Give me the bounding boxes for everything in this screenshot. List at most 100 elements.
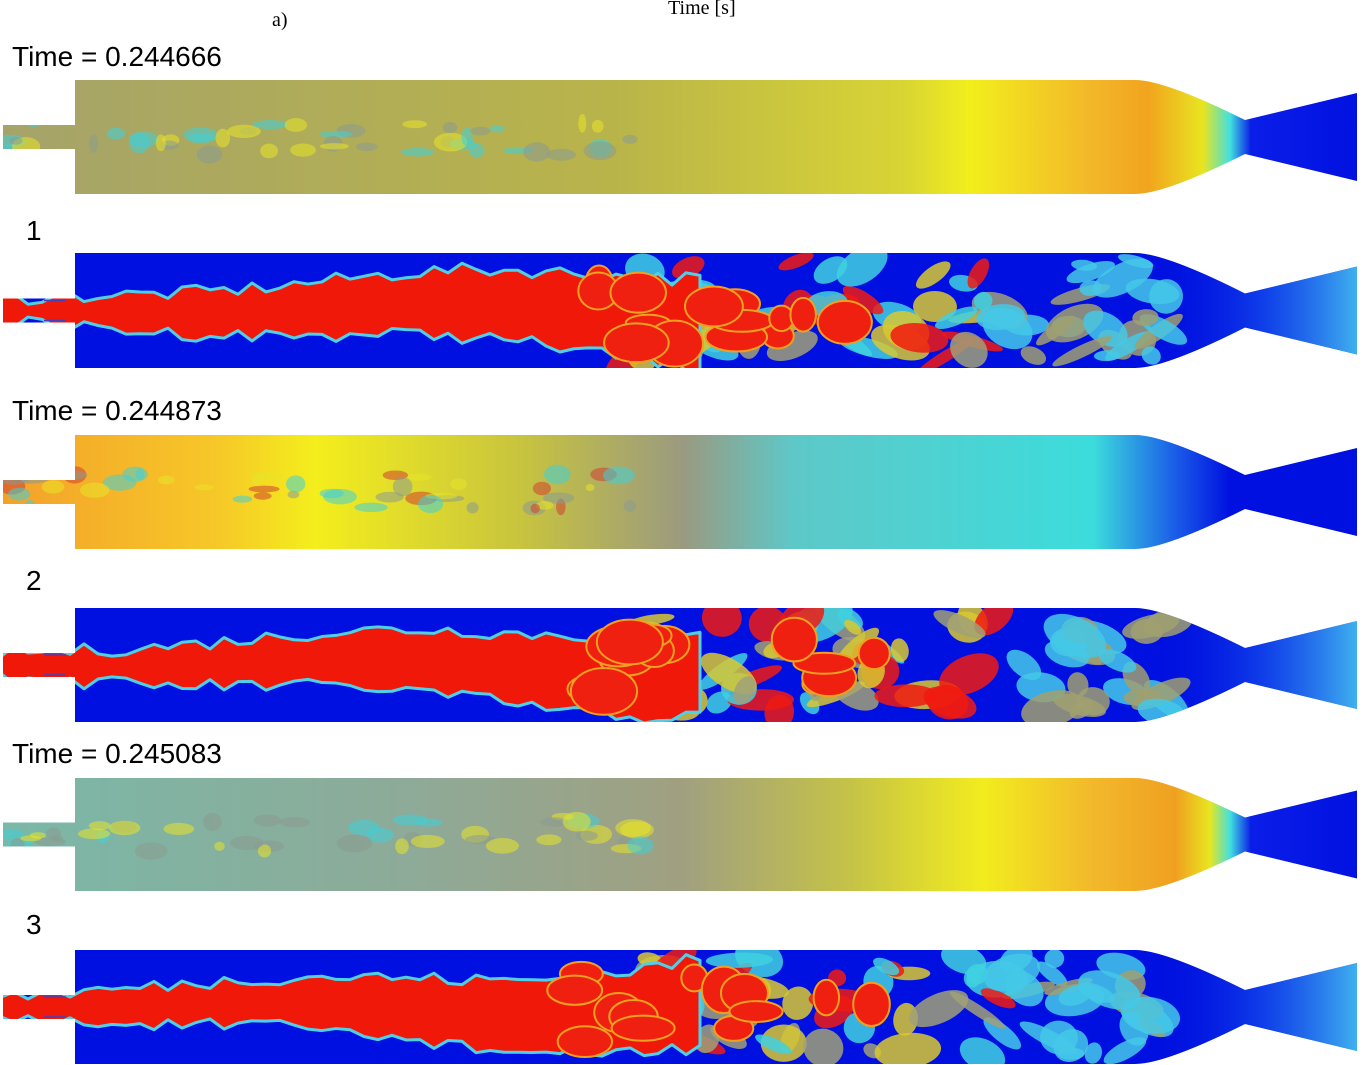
time-label: Time = 0.245083 xyxy=(12,738,222,769)
pressure-blob xyxy=(433,132,468,152)
hot-pocket xyxy=(556,1025,614,1058)
snapshot-number: 1 xyxy=(26,215,42,246)
turbulent-blob xyxy=(836,253,888,287)
axis-label: Time [s] xyxy=(668,0,736,19)
pressure-blob xyxy=(418,494,444,514)
pressure-blob xyxy=(523,142,551,162)
pressure-blob xyxy=(450,478,467,490)
turbulent-blob xyxy=(1079,280,1102,297)
turbulent-blob xyxy=(890,638,909,662)
pressure-blob xyxy=(203,812,222,832)
pressure-blob xyxy=(461,127,473,147)
pressure-blob xyxy=(575,830,598,841)
pressure-blob xyxy=(134,842,168,860)
jet-core xyxy=(3,625,702,722)
pressure-blob xyxy=(214,841,225,851)
pressure-blob xyxy=(226,124,261,138)
nozzle-glow xyxy=(1150,950,1357,1064)
nozzle-glow xyxy=(1150,608,1357,722)
pressure-blob xyxy=(620,821,654,839)
pressure-blob xyxy=(623,499,637,512)
turbulent-blob xyxy=(933,610,986,638)
turbulent-blob xyxy=(1084,1042,1103,1064)
turbulent-blob xyxy=(909,990,969,1028)
turbulent-blob xyxy=(915,261,951,289)
turbulent-blob xyxy=(1141,346,1161,365)
turbulent-blob xyxy=(1132,309,1159,326)
turbulent-blob xyxy=(983,1017,1022,1050)
pressure-blob xyxy=(20,835,42,842)
temperature-field xyxy=(3,253,1357,368)
pressure-blob xyxy=(79,482,110,498)
pressure-bg xyxy=(3,778,1357,891)
turbulent-blob xyxy=(1103,1037,1147,1064)
time-label: Time = 0.244873 xyxy=(12,395,222,426)
turbulent-blob xyxy=(973,291,993,311)
pressure-blob xyxy=(466,502,479,514)
pressure-blob xyxy=(442,121,458,134)
pressure-blob xyxy=(230,835,264,851)
temperature-field xyxy=(3,950,1357,1064)
pressure-blob xyxy=(540,817,569,827)
pressure-blob xyxy=(536,834,562,846)
turbulent-blob xyxy=(764,694,795,722)
pressure-blob xyxy=(279,817,311,828)
turbulent-blob xyxy=(976,304,1025,331)
pressure-blob xyxy=(155,134,166,152)
snapshot-number: 3 xyxy=(26,909,42,940)
pressure-blob xyxy=(260,143,279,159)
pressure-blob xyxy=(78,828,111,840)
pressure-blob xyxy=(410,834,445,849)
turbulent-blob xyxy=(923,686,977,719)
pressure-blob xyxy=(543,464,571,485)
hot-pocket xyxy=(852,981,891,1028)
pressure-blob xyxy=(336,834,373,853)
turbulent-blob xyxy=(959,1037,1006,1064)
hot-pocket xyxy=(770,616,818,663)
pressure-blob xyxy=(602,466,636,485)
turbulent-blob xyxy=(1066,261,1115,284)
turbulent-blob xyxy=(934,306,978,330)
jet-core xyxy=(3,953,702,1058)
pressure-blob xyxy=(470,126,491,136)
hot-pocket xyxy=(812,978,841,1017)
turbulent-blob xyxy=(1006,649,1042,681)
turbulent-blob xyxy=(1093,350,1121,362)
pressure-blob xyxy=(215,128,231,148)
hot-pocket xyxy=(569,667,639,716)
turbulent-blob xyxy=(1092,258,1153,298)
pressure-blob xyxy=(627,836,654,855)
hot-pocket xyxy=(792,651,857,675)
turbulent-blob xyxy=(701,608,742,637)
pressure-blob xyxy=(248,485,280,493)
turbulent-blob xyxy=(844,619,862,635)
pressure-blob xyxy=(157,475,175,485)
pressure-field xyxy=(3,80,1357,194)
hot-pocket xyxy=(546,974,604,1006)
pressure-blob xyxy=(102,474,137,491)
pressure-blob xyxy=(535,500,554,510)
pressure-blob xyxy=(290,143,316,157)
pressure-blob xyxy=(578,113,587,133)
pressure-blob xyxy=(546,148,576,161)
pressure-blob xyxy=(583,141,617,161)
turbulent-blob xyxy=(1058,984,1092,1006)
turbulent-blob xyxy=(874,1032,942,1064)
pressure-blob xyxy=(366,827,394,843)
pressure-blob xyxy=(252,119,289,130)
turbulent-blob xyxy=(755,1034,792,1055)
snapshot-number: 2 xyxy=(26,565,42,596)
pressure-blob xyxy=(485,838,520,854)
pressure-blob xyxy=(253,492,272,500)
turbulent-blob xyxy=(1083,310,1128,347)
pressure-blob xyxy=(135,468,145,481)
pressure-field xyxy=(3,778,1357,891)
pressure-blob xyxy=(354,502,388,513)
hot-pocket xyxy=(683,285,744,328)
turbulent-blob xyxy=(950,331,988,368)
pressure-blob xyxy=(28,120,40,128)
hot-pocket xyxy=(728,1000,784,1023)
pressure-blob xyxy=(286,475,306,493)
pressure-blob xyxy=(196,145,223,164)
pressure-blob xyxy=(187,133,216,144)
